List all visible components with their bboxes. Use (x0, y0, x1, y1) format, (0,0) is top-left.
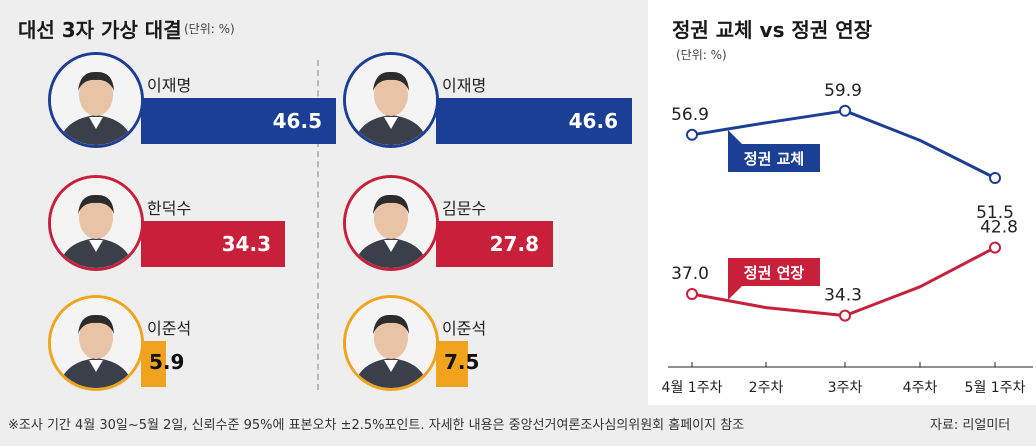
candidate-card: 46.6 이재명 (343, 52, 643, 162)
data-label: 59.9 (824, 81, 862, 101)
series-tag (728, 144, 820, 172)
candidate-card: 46.5 이재명 (48, 52, 348, 162)
line-chart-unit: (단위: %) (676, 48, 727, 62)
candidate-bar: 27.8 (436, 221, 553, 267)
data-point (686, 288, 698, 300)
candidate-name: 이재명 (442, 76, 487, 95)
candidate-value: 46.6 (568, 109, 618, 133)
column-divider (317, 60, 319, 390)
candidate-photo (48, 175, 144, 271)
candidate-name: 이준석 (147, 319, 192, 338)
candidate-value: 46.5 (272, 109, 322, 133)
candidate-value: 7.5 (444, 350, 480, 374)
x-tick-label: 4주차 (903, 380, 938, 396)
data-point (989, 241, 1001, 254)
candidate-photo (343, 295, 439, 391)
series-name: 정권 교체 (744, 150, 804, 168)
data-label: 51.5 (976, 203, 1014, 223)
candidate-bar: 46.5 (141, 98, 336, 144)
candidate-card: 27.8 김문수 (343, 175, 643, 285)
left-unit: (단위: %) (184, 22, 235, 36)
line-chart-title: 정권 교체 vs 정권 연장 (672, 18, 872, 42)
candidate-bar (141, 341, 166, 387)
candidate-value: 27.8 (489, 232, 539, 256)
x-tick-label: 2주차 (749, 380, 784, 396)
candidate-card: 5.9 이준석 (48, 295, 348, 405)
candidate-value: 5.9 (149, 350, 185, 374)
series-name: 정권 연장 (744, 264, 805, 282)
candidate-card: 34.3 한덕수 (48, 175, 348, 285)
candidate-name: 이준석 (442, 319, 487, 338)
data-point (686, 128, 698, 141)
data-point (839, 104, 851, 117)
candidate-photo (343, 52, 439, 148)
right-panel (648, 0, 1036, 405)
candidate-bar (436, 341, 468, 387)
candidate-bar: 46.6 (436, 98, 632, 144)
line-chart: 4월 1주차 2주차 3주차 4주차 5월 1주차 56.9 59.9 51.5 37.0 34.… (662, 81, 1033, 396)
x-tick-label: 4월 1주차 (662, 380, 723, 396)
candidate-photo (48, 52, 144, 148)
left-title: 대선 3자 가상 대결 (18, 18, 182, 42)
candidate-value: 34.3 (221, 232, 271, 256)
candidate-photo (343, 175, 439, 271)
data-point (839, 309, 851, 322)
data-label: 56.9 (671, 105, 709, 125)
footnote: ※조사 기간 4월 30일~5월 2일, 신뢰수준 95%에 표본오차 ±2.5… (8, 418, 745, 433)
data-label: 42.8 (980, 218, 1018, 238)
data-point (989, 172, 1001, 184)
x-tick-label: 5월 1주차 (965, 380, 1026, 396)
series-tag-pointer (728, 286, 742, 300)
series-tag-pointer (728, 130, 742, 144)
data-label: 34.3 (824, 286, 862, 306)
candidate-name: 한덕수 (147, 199, 192, 218)
series-tag (728, 258, 820, 286)
candidate-name: 이재명 (147, 76, 192, 95)
x-tick-label: 3주차 (828, 380, 863, 396)
candidate-card: 7.5 이준석 (343, 295, 643, 405)
candidate-bar: 34.3 (141, 221, 285, 267)
candidate-name: 김문수 (442, 199, 487, 218)
source: 자료: 리얼미터 (930, 418, 1011, 433)
data-label: 37.0 (671, 264, 709, 284)
candidate-photo (48, 295, 144, 391)
